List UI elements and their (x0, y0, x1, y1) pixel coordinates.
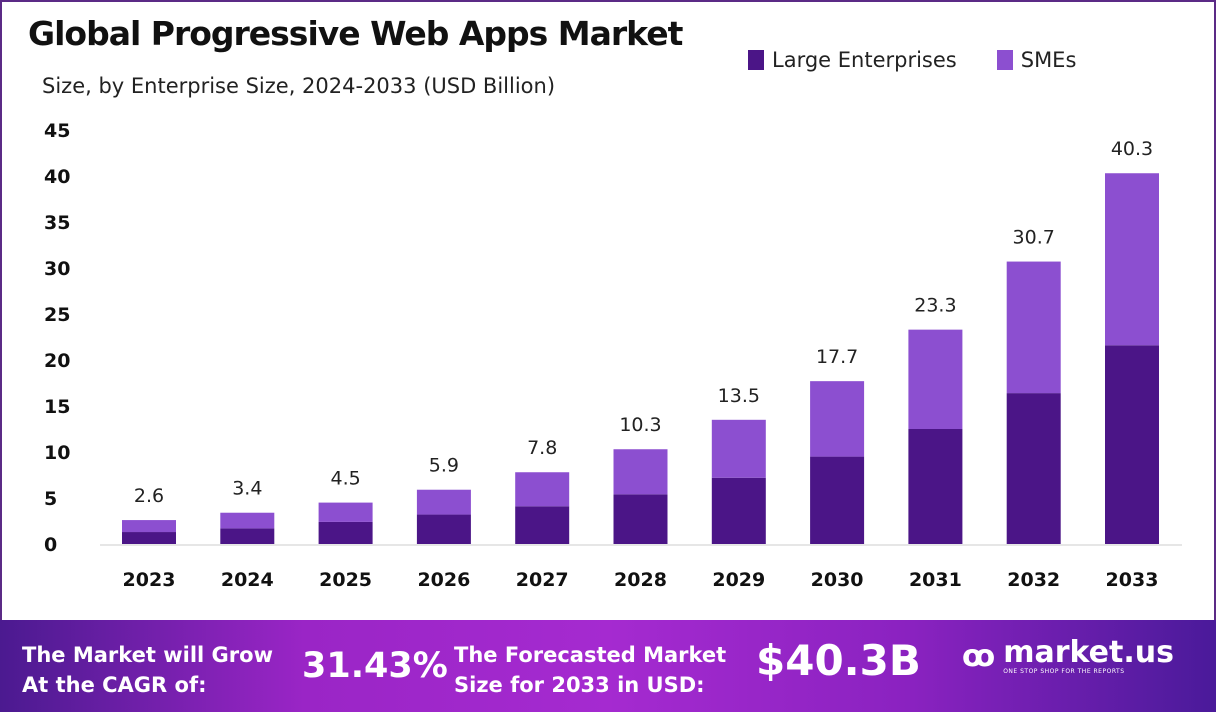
bar-smes (318, 502, 373, 522)
y-tick-label: 5 (44, 488, 57, 510)
chart-subtitle: Size, by Enterprise Size, 2024-2033 (USD… (42, 74, 556, 98)
data-label-total: 23.3 (914, 295, 956, 317)
y-tick-label: 10 (44, 442, 70, 464)
bar-large-enterprises (318, 521, 373, 544)
chart-frame (0, 0, 1216, 622)
footer-banner: The Market will Grow At the CAGR of: 31.… (0, 620, 1216, 712)
bar-large-enterprises (711, 477, 766, 544)
logo-text: market.us (1003, 635, 1174, 670)
legend-swatch (748, 50, 764, 70)
x-tick-label: 2033 (1106, 569, 1159, 591)
legend: Large Enterprises SMEs (748, 48, 1076, 72)
bar-large-enterprises (613, 494, 668, 544)
bar-large-enterprises (908, 429, 963, 544)
forecast-label-line: The Forecasted Market (454, 643, 727, 667)
bar-large-enterprises (122, 532, 176, 544)
data-label-total: 30.7 (1013, 227, 1055, 249)
data-label-total: 5.9 (429, 455, 459, 477)
x-tick-label: 2032 (1007, 569, 1060, 591)
x-tick-label: 2027 (516, 569, 569, 591)
cagr-label-line: The Market will Grow (22, 643, 273, 667)
data-label-total: 7.8 (527, 437, 557, 459)
bar-large-enterprises (1105, 345, 1159, 544)
y-tick-label: 45 (44, 120, 70, 142)
forecast-label: The Forecasted Market Size for 2033 in U… (454, 640, 726, 700)
logo-tagline: ONE STOP SHOP FOR THE REPORTS (1003, 668, 1125, 675)
bar-smes (515, 472, 570, 507)
market-us-logo: ꝏ market.us ONE STOP SHOP FOR THE REPORT… (962, 635, 1174, 676)
bar-large-enterprises (1006, 393, 1061, 544)
legend-label: SMEs (1020, 48, 1077, 72)
y-tick-label: 30 (44, 258, 70, 280)
x-tick-label: 2031 (909, 569, 962, 591)
cagr-value: 31.43% (302, 646, 448, 686)
bar-smes (711, 419, 766, 478)
bar-smes (416, 489, 471, 515)
y-tick-label: 40 (44, 166, 70, 188)
bar-large-enterprises (220, 528, 275, 544)
forecast-value: $40.3B (756, 636, 921, 685)
legend-item-large-enterprises: Large Enterprises (748, 48, 957, 72)
bar-smes (122, 520, 176, 533)
cagr-label: The Market will Grow At the CAGR of: (22, 640, 273, 700)
x-tick-label: 2029 (712, 569, 765, 591)
y-tick-label: 0 (44, 534, 57, 556)
legend-label: Large Enterprises (772, 48, 957, 72)
bar-large-enterprises (810, 456, 865, 544)
bar-large-enterprises (416, 514, 471, 544)
y-tick-label: 35 (44, 212, 70, 234)
y-tick-label: 25 (44, 304, 70, 326)
bar-smes (1105, 173, 1159, 346)
logo-icon: ꝏ (962, 639, 996, 674)
data-label-total: 10.3 (619, 414, 661, 436)
bar-smes (1006, 261, 1061, 394)
data-label-total: 3.4 (232, 478, 262, 500)
data-label-total: 4.5 (330, 468, 360, 490)
chart-title: Global Progressive Web Apps Market (28, 14, 683, 53)
legend-item-smes: SMEs (996, 48, 1077, 72)
data-label-total: 2.6 (134, 485, 164, 507)
bar-smes (810, 381, 865, 457)
data-label-total: 17.7 (816, 346, 858, 368)
forecast-label-line: Size for 2033 in USD: (454, 673, 705, 697)
x-tick-label: 2030 (811, 569, 864, 591)
x-tick-label: 2028 (614, 569, 667, 591)
bar-large-enterprises (515, 506, 570, 544)
bar-smes (613, 449, 668, 495)
bar-smes (908, 329, 963, 429)
x-tick-label: 2023 (123, 569, 176, 591)
data-label-total: 13.5 (718, 385, 760, 407)
data-label-total: 40.3 (1111, 138, 1153, 160)
x-tick-label: 2025 (319, 569, 372, 591)
y-tick-label: 15 (44, 396, 70, 418)
bar-chart: 0510152025303540452.620233.420244.520255… (44, 120, 1182, 591)
legend-swatch (996, 50, 1013, 70)
x-tick-label: 2026 (417, 569, 470, 591)
bar-smes (220, 512, 275, 529)
y-tick-label: 20 (44, 350, 70, 372)
cagr-label-line: At the CAGR of: (22, 673, 207, 697)
x-tick-label: 2024 (221, 569, 274, 591)
